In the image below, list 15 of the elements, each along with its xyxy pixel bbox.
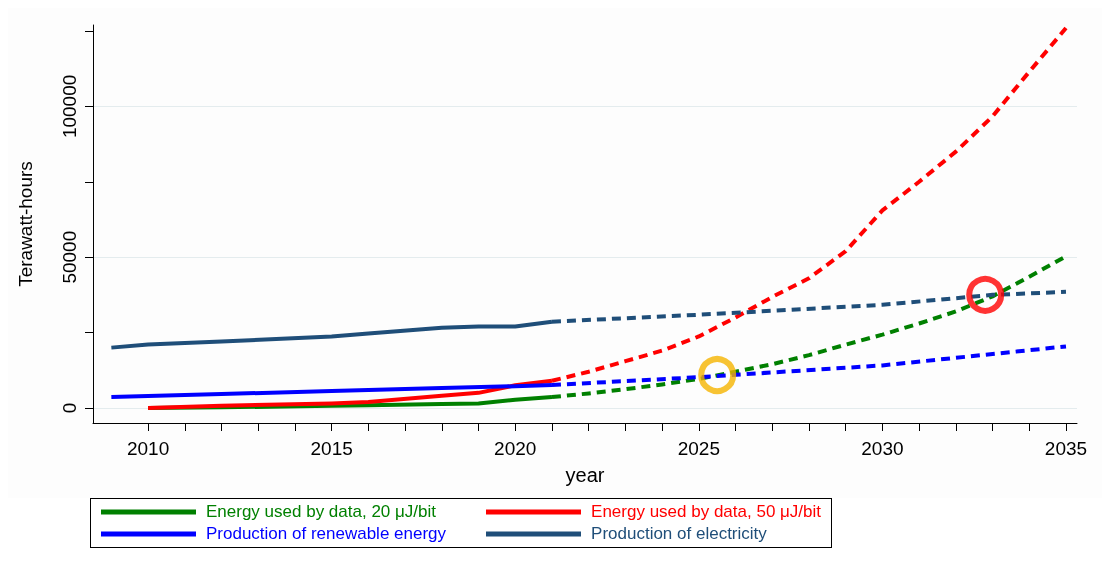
y-tick-label: 50000 [59, 230, 80, 284]
x-tick-label: 2030 [861, 438, 904, 459]
x-tick-label: 2020 [494, 438, 537, 459]
text: Energy used by data, 20 μJ/bit [206, 502, 436, 522]
y-tick-label: 100000 [59, 74, 80, 139]
y-tick-label: 0 [59, 402, 80, 414]
x-tick-label: 2015 [310, 438, 353, 459]
x-tick-label: 2010 [126, 438, 170, 459]
text: Energy used by data, 50 μJ/bit [591, 502, 822, 522]
x-tick-label: 2025 [677, 438, 720, 459]
y-axis-title: Terawatt-hours [15, 161, 36, 287]
x-tick-label: 2035 [1044, 438, 1088, 459]
text: Production of renewable energy [206, 524, 447, 544]
x-axis-title: year [565, 464, 605, 486]
text: Production of electricity [591, 524, 767, 544]
